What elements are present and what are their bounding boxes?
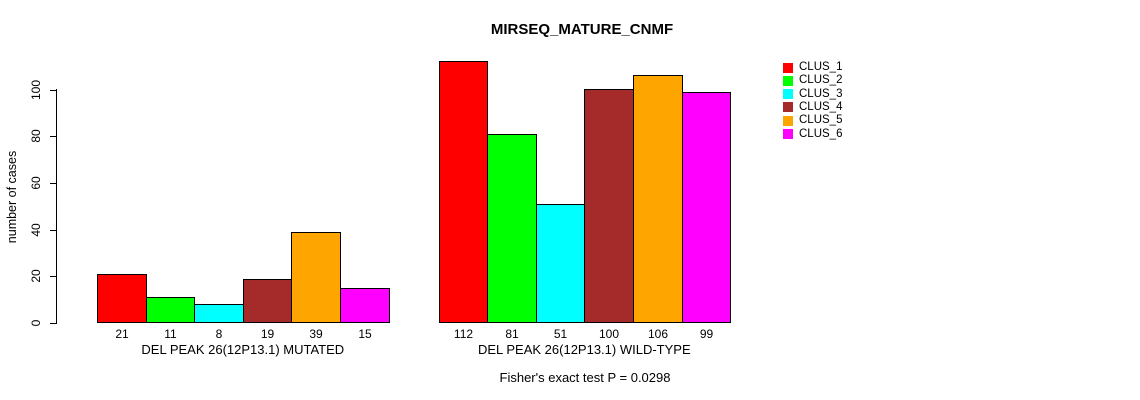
y-axis-label: number of cases (5, 150, 19, 244)
legend-label: CLUS_5 (799, 114, 843, 127)
bar (682, 92, 731, 323)
bar-value-label: 81 (505, 327, 519, 341)
group-label: DEL PEAK 26(12P13.1) MUTATED (141, 342, 345, 357)
legend-label: CLUS_3 (799, 87, 843, 100)
legend-color-swatch (783, 129, 793, 139)
y-tick-mark (50, 90, 57, 91)
bar-value-label: 8 (215, 327, 223, 341)
legend-label: CLUS_2 (799, 74, 843, 87)
legend-row: CLUS_6 (783, 127, 843, 140)
bar (194, 304, 244, 323)
y-tick-mark (50, 276, 57, 277)
y-tick-mark (50, 230, 57, 231)
bar (633, 75, 683, 323)
legend-color-swatch (783, 62, 793, 73)
legend-color-swatch (783, 102, 793, 113)
bar-value-label: 11 (164, 327, 177, 341)
legend-row: CLUS_2 (783, 75, 842, 86)
y-tick-label: 40 (29, 223, 43, 237)
legend-row: CLUS_5 (783, 114, 843, 127)
fisher-test-annotation: Fisher's exact test P = 0.0298 (499, 370, 671, 385)
bar (291, 232, 341, 323)
y-axis-line (56, 89, 57, 324)
y-tick-mark (50, 323, 57, 324)
chart-title: MIRSEQ_MATURE_CNMF (490, 21, 674, 38)
y-tick-label: 60 (29, 176, 43, 190)
y-tick-label: 0 (29, 319, 43, 327)
bar-value-label: 21 (115, 327, 129, 341)
bar-value-label: 112 (453, 327, 474, 341)
group-label: DEL PEAK 26(12P13.1) WILD-TYPE (477, 342, 691, 357)
legend-row: CLUS_3 (783, 87, 843, 100)
bar (536, 204, 585, 323)
bar-value-label: 100 (598, 327, 620, 341)
legend-label: CLUS_6 (799, 127, 843, 140)
bar-value-label: 15 (358, 327, 372, 341)
bar (97, 274, 147, 323)
bar-value-label: 19 (260, 327, 275, 341)
bar (487, 134, 537, 323)
legend-row: CLUS_4 (783, 100, 843, 113)
y-tick-label: 100 (29, 79, 43, 101)
y-tick-mark (50, 136, 57, 137)
y-tick-label: 80 (29, 129, 43, 143)
bar (243, 279, 292, 323)
legend-label: CLUS_1 (799, 61, 843, 73)
bar-value-label: 99 (699, 327, 714, 341)
y-tick-mark (50, 183, 57, 184)
bar (340, 288, 390, 323)
bar (439, 61, 488, 323)
bar-value-label: 51 (553, 327, 568, 341)
legend-color-swatch (783, 75, 793, 86)
y-tick-label: 20 (29, 269, 43, 283)
bar (146, 297, 195, 323)
bar (584, 89, 634, 323)
legend-color-swatch (783, 89, 793, 100)
legend-color-swatch (783, 115, 793, 126)
bar-value-label: 106 (647, 327, 669, 341)
legend-label: CLUS_4 (799, 100, 843, 113)
bar-value-label: 39 (309, 327, 323, 341)
legend-row: CLUS_1 (783, 61, 843, 73)
